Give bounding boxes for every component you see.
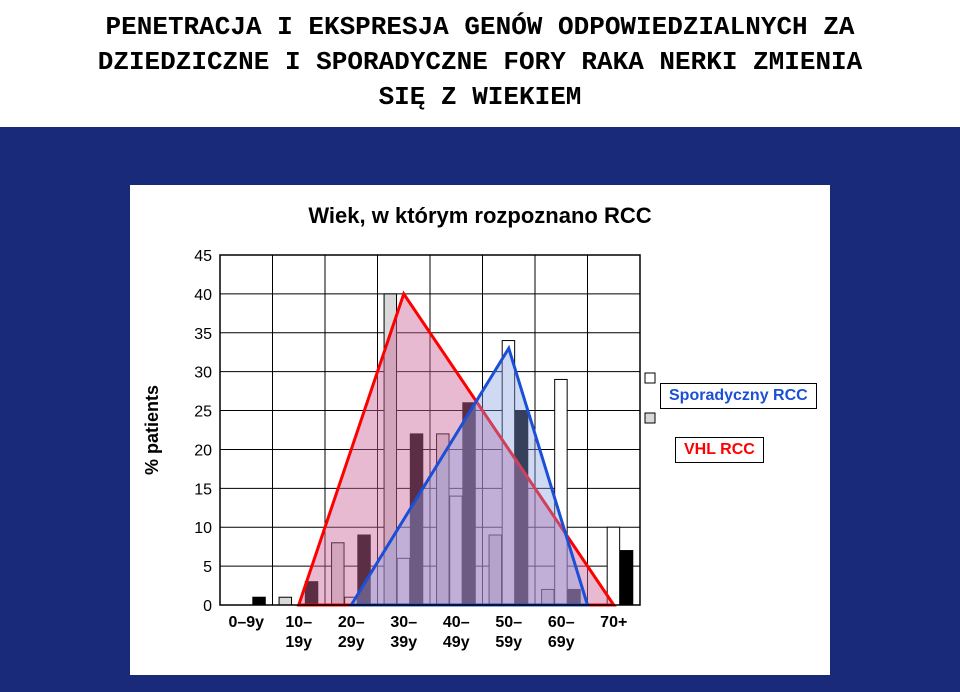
svg-text:10: 10 (194, 520, 212, 537)
svg-text:30: 30 (194, 365, 212, 382)
svg-text:20: 20 (194, 442, 212, 459)
svg-text:50–: 50– (495, 614, 522, 631)
title-line-3: SIĘ Z WIEKIEM (20, 80, 940, 115)
svg-text:25: 25 (194, 404, 212, 421)
legend-sporadic-label: Sporadyczny RCC (669, 387, 808, 404)
svg-text:49y: 49y (443, 634, 470, 651)
svg-text:20–: 20– (338, 614, 365, 631)
svg-text:15: 15 (194, 481, 212, 498)
svg-text:35: 35 (194, 326, 212, 343)
legend-sporadic: Sporadyczny RCC (660, 383, 817, 409)
svg-text:0: 0 (203, 598, 212, 615)
bar-chart: 0 5 10 15 20 25 30 35 40 45 0–9y 10– 19y 20– 29y 30– 39y… (130, 185, 830, 675)
legend-vhl-label: VHL RCC (684, 441, 755, 458)
svg-text:19y: 19y (285, 634, 312, 651)
svg-text:40: 40 (194, 287, 212, 304)
svg-text:40–: 40– (443, 614, 470, 631)
svg-text:39y: 39y (390, 634, 417, 651)
title-line-1: PENETRACJA I EKSPRESJA GENÓW ODPOWIEDZIA… (20, 10, 940, 45)
svg-text:10–: 10– (285, 614, 312, 631)
svg-text:59y: 59y (495, 634, 522, 651)
svg-text:60–: 60– (548, 614, 575, 631)
chart-container: Wiek, w którym rozpoznano RCC 0 5 10 15 20 25… (130, 185, 830, 675)
svg-text:30–: 30– (390, 614, 417, 631)
svg-text:69y: 69y (548, 634, 575, 651)
svg-text:29y: 29y (338, 634, 365, 651)
svg-text:45: 45 (194, 248, 212, 265)
svg-text:% patients: % patients (142, 385, 162, 475)
legend-vhl: VHL RCC (675, 437, 764, 463)
slide-title-block: PENETRACJA I EKSPRESJA GENÓW ODPOWIEDZIA… (0, 0, 960, 127)
svg-text:0–9y: 0–9y (228, 614, 264, 631)
svg-text:70+: 70+ (600, 614, 627, 631)
chart-title: Wiek, w którym rozpoznano RCC (130, 203, 830, 229)
slide: PENETRACJA I EKSPRESJA GENÓW ODPOWIEDZIA… (0, 0, 960, 692)
title-line-2: DZIEDZICZNE I SPORADYCZNE FORY RAKA NERK… (20, 45, 940, 80)
svg-text:5: 5 (203, 559, 212, 576)
